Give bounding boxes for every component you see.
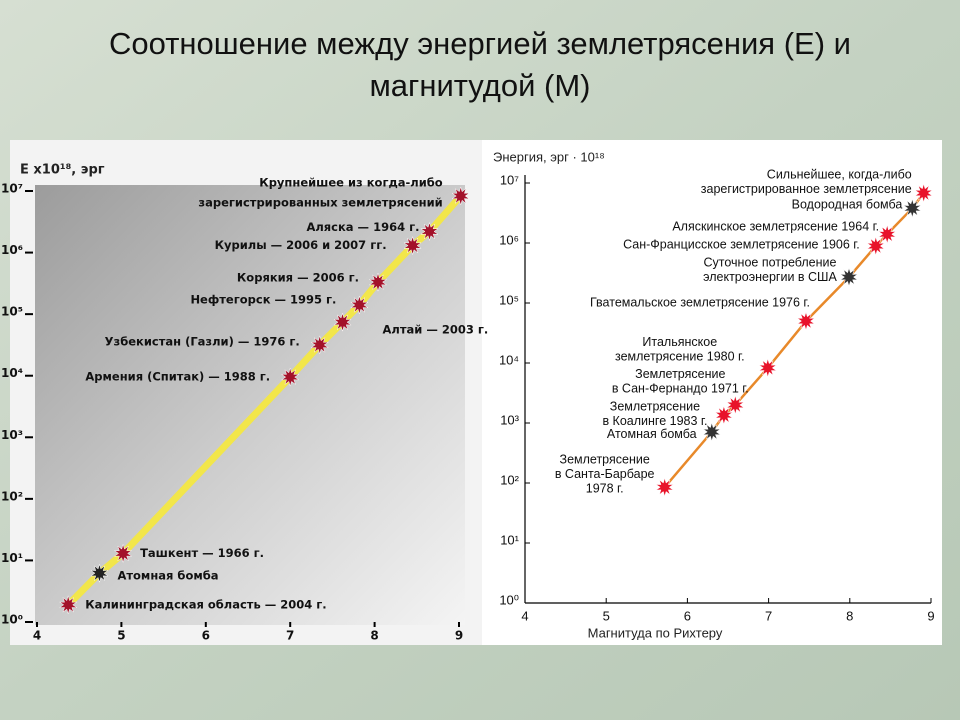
point-label: Атомная бомба [117, 569, 218, 583]
y-tick-label: 10⁷ [500, 172, 519, 187]
y-tick-label: 10² [500, 472, 519, 487]
point [655, 477, 675, 498]
y-tick-label: 10⁶ [499, 232, 519, 247]
point [839, 267, 859, 287]
x-tick-label: 8 [846, 608, 853, 623]
charts: 10⁰ 10¹ 10² 10³ 10⁴ 10⁵ 10⁶ 10⁷ 4 5 6 7 8 9 E x10¹⁸, э… [1, 149, 935, 642]
point [368, 272, 388, 292]
x-tick-label: 5 [603, 608, 610, 623]
x-tick-label: 7 [286, 629, 294, 643]
y-tick-label: 10⁵ [1, 305, 23, 319]
point [914, 183, 934, 203]
point-label: Атомная бомба [607, 427, 697, 441]
point [877, 224, 897, 245]
x-tick-label: 6 [684, 608, 691, 623]
point-label: Суточное потребление [704, 255, 837, 269]
point-label: Корякия — 2006 г. [237, 271, 359, 285]
point [420, 221, 439, 242]
x-tick-label: 9 [927, 608, 934, 623]
point-label: Итальянское [642, 335, 717, 349]
point-label: Ташкент — 1966 г. [140, 546, 264, 560]
x-tick-label: 7 [765, 608, 772, 623]
left-plot-area [35, 185, 465, 625]
point-label: Землетрясение [610, 399, 700, 413]
point [349, 295, 369, 315]
y-tick-label: 10² [1, 489, 23, 503]
point-label: электроэнергии в США [703, 270, 837, 284]
point [866, 236, 886, 256]
title-line: Соотношение между энергией землетрясения… [109, 26, 851, 61]
x-tick-label: 4 [521, 608, 528, 623]
point-label: зарегистрированных землетрясений [198, 195, 442, 209]
y-tick-label: 10⁰ [1, 613, 23, 627]
y-tick-label: 10⁴ [499, 352, 519, 367]
point [280, 367, 300, 387]
y-tick-label: 10⁵ [499, 292, 519, 307]
point-label: Сан-Францисское землетрясение 1906 г. [623, 237, 860, 251]
y-tick-label: 10³ [500, 412, 519, 427]
point-label: зарегистрированное землетрясение [701, 182, 912, 196]
point [113, 543, 133, 564]
point-label: 1978 г. [586, 482, 624, 496]
x-tick-label: 8 [370, 629, 378, 643]
point [333, 312, 352, 333]
point [902, 198, 922, 219]
point-label: в Коалинге 1983 г. [602, 414, 707, 428]
y-tick-label: 10⁴ [1, 366, 23, 380]
y-tick-label: 10⁷ [1, 182, 23, 196]
point-label: Нефтегорск — 1995 г. [190, 292, 336, 306]
point [90, 563, 109, 584]
point-label: Армения (Спитак) — 1988 г. [85, 370, 270, 384]
y-tick-label: 10⁰ [499, 592, 519, 607]
y-tick-label: 10¹ [1, 551, 23, 565]
point [451, 186, 471, 206]
x-tick-label: 4 [33, 629, 41, 643]
point-label: Водородная бомба [792, 198, 903, 212]
point [796, 311, 816, 332]
point [403, 235, 422, 256]
point-label: Аляскинское землетрясение 1964 г. [672, 220, 879, 234]
point-label: Узбекистан (Газли) — 1976 г. [105, 334, 300, 348]
title-line: магнитудой (M) [369, 68, 590, 103]
x-tick-label: 5 [117, 629, 125, 643]
point-label: Курилы — 2006 и 2007 гг. [215, 238, 387, 252]
point [758, 358, 778, 378]
point-label: в Сан-Фернандо 1971 г. [612, 382, 749, 396]
point-label: Аляска — 1964 г. [306, 220, 419, 234]
point-label: землетрясение 1980 г. [615, 350, 745, 364]
y-tick-label: 10⁶ [1, 243, 23, 257]
point-label: Калининградская область — 2004 г. [85, 597, 326, 611]
point-label: Сильнейшее, когда-либо [767, 167, 912, 181]
x-axis-title: Магнитуда по Рихтеру [588, 625, 723, 640]
point [310, 335, 330, 355]
point [725, 395, 745, 415]
point-label: Гватемальское землетрясение 1976 г. [590, 295, 810, 309]
point-label: в Санта-Барбаре [555, 467, 655, 481]
point [58, 594, 78, 615]
point-label: Землетрясение [560, 453, 650, 467]
point [702, 422, 722, 442]
y-axis-title: Энергия, эрг · 10¹⁸ [493, 149, 605, 164]
x-tick-label: 6 [202, 629, 210, 643]
point [714, 405, 734, 426]
y-axis-title: E x10¹⁸, эрг [20, 163, 105, 178]
right-panel [482, 140, 942, 645]
point-label: Землетрясение [635, 367, 725, 381]
point-label: Алтай — 2003 г. [383, 323, 489, 337]
y-tick-label: 10³ [1, 428, 23, 442]
y-tick-label: 10¹ [500, 532, 519, 547]
point-label: Крупнейшее из когда-либо [259, 175, 442, 189]
x-tick-label: 9 [455, 629, 463, 643]
